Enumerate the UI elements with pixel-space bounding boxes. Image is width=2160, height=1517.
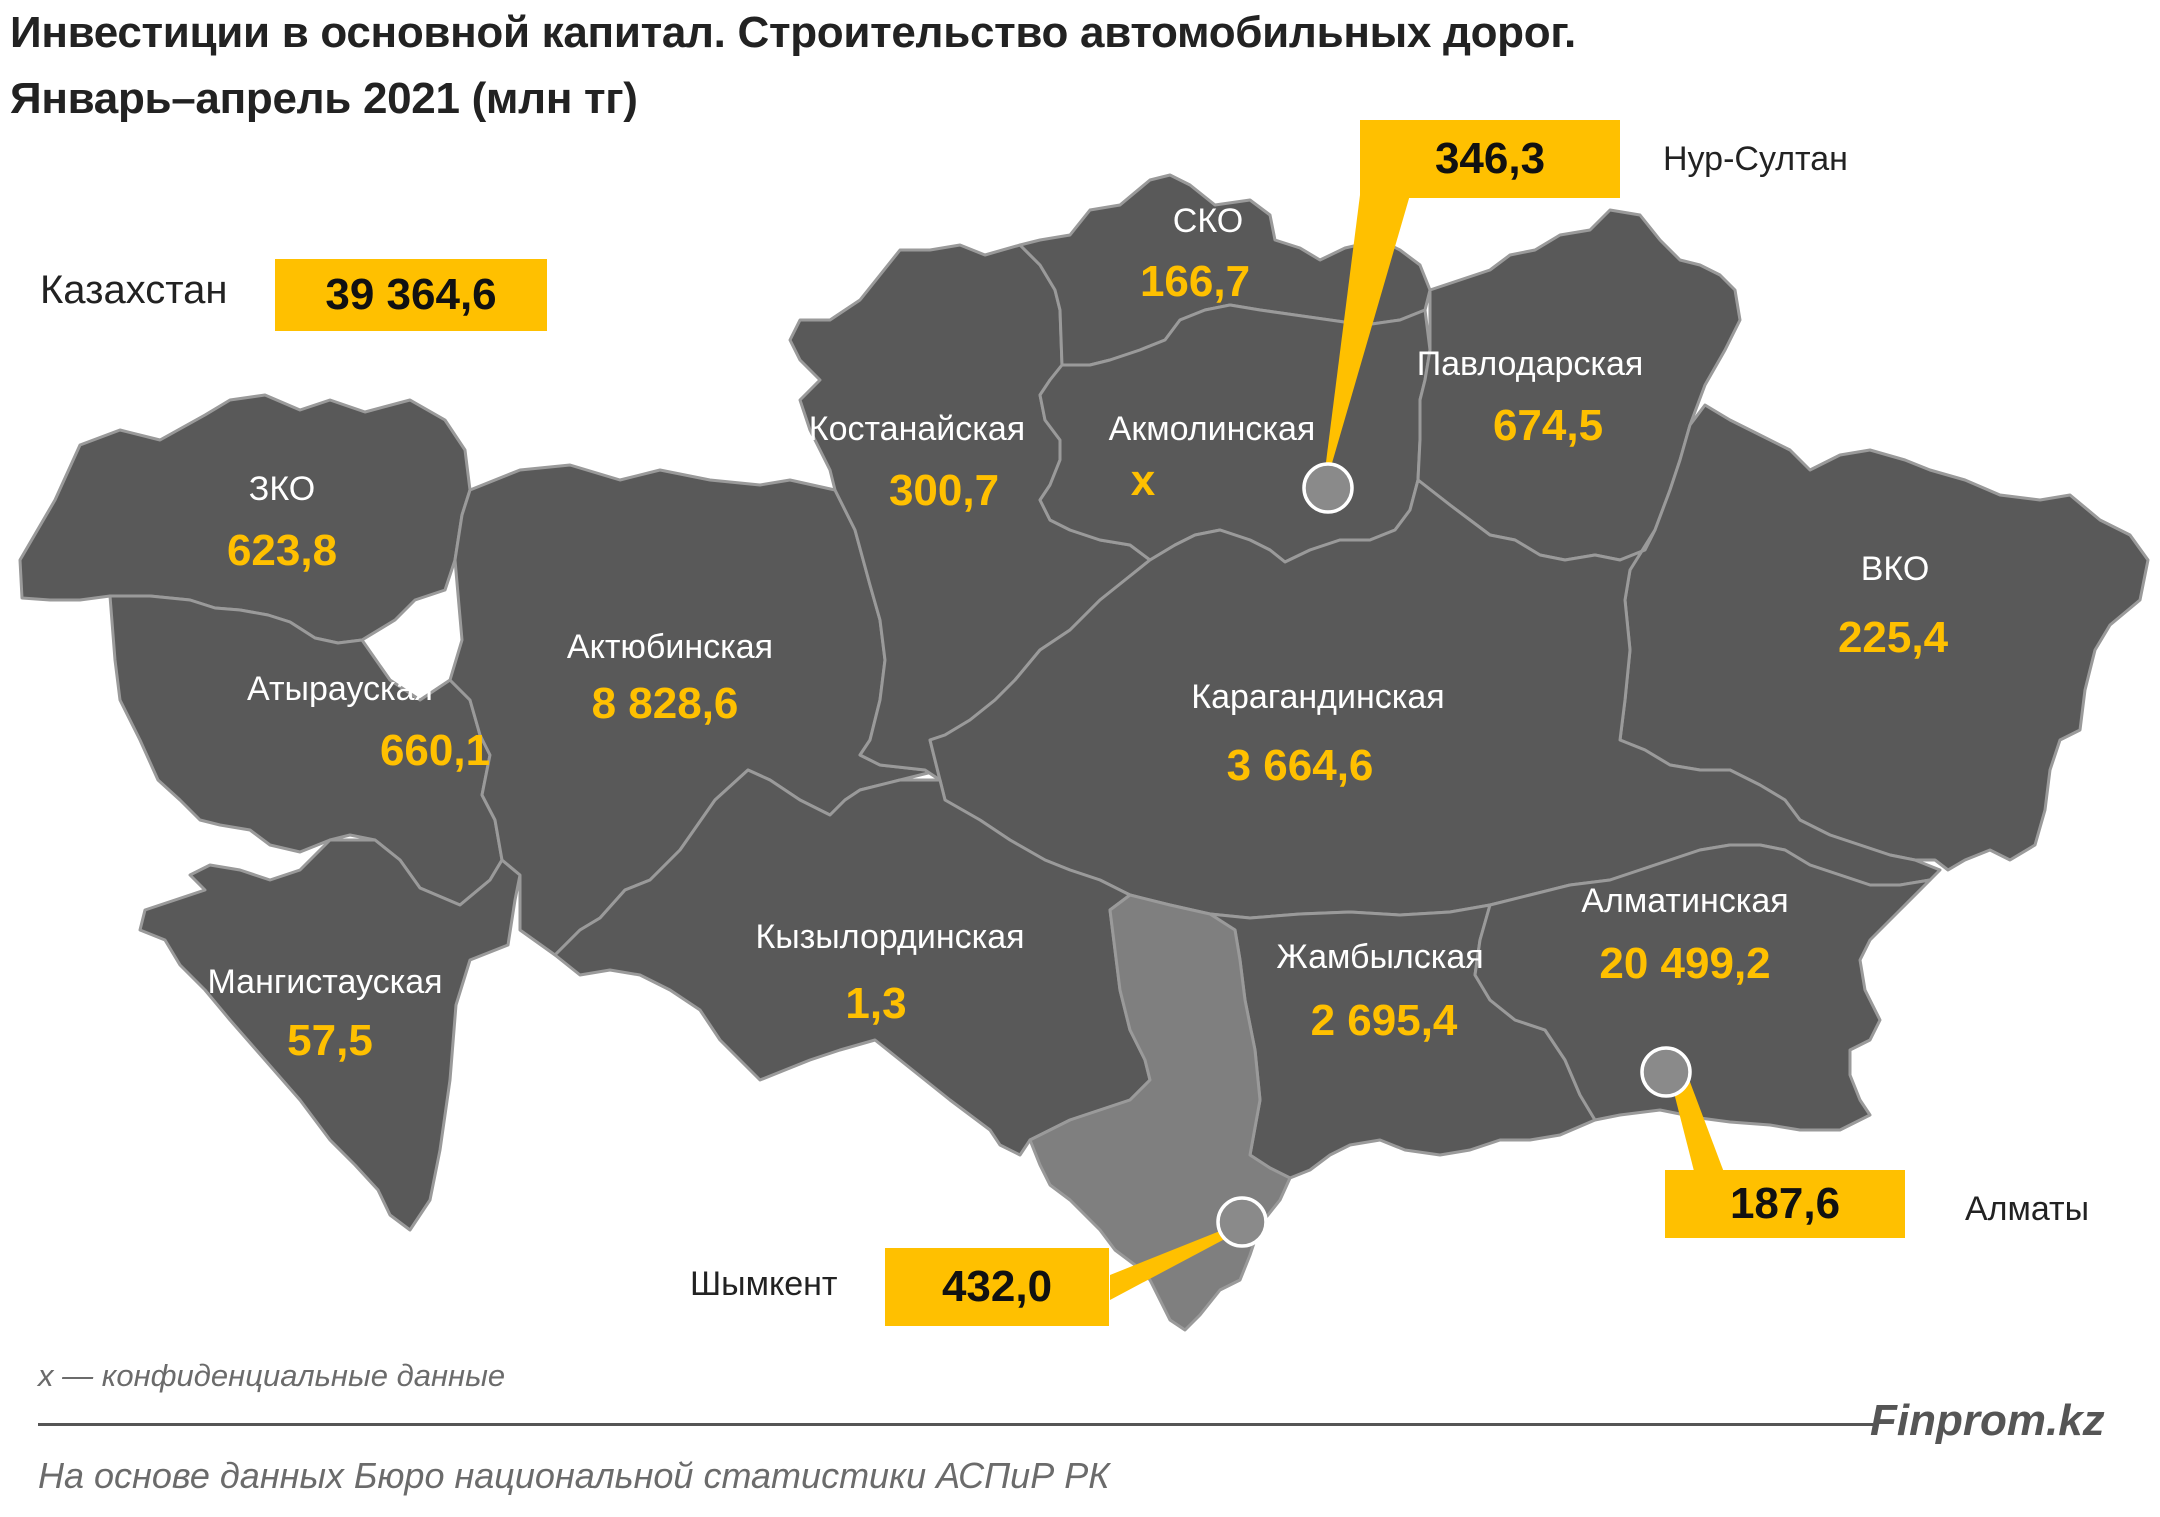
city-value-shymkent: 432,0 xyxy=(885,1248,1109,1326)
footnote: x — конфиденциальные данные xyxy=(38,1358,506,1393)
region-value-pavlodar: 674,5 xyxy=(1493,401,1603,450)
region-name-kostanay: Костанайская xyxy=(809,410,1025,448)
region-name-mangystau: Мангистауская xyxy=(207,963,442,1001)
region-value-mangystau: 57,5 xyxy=(287,1016,373,1065)
region-value-atyrau: 660,1 xyxy=(380,726,490,775)
city-name-almaty: Алматы xyxy=(1965,1190,2090,1228)
region-name-zhambyl: Жамбылская xyxy=(1276,938,1483,976)
region-mangystau-shape xyxy=(138,838,522,1232)
region-name-pavlodar: Павлодарская xyxy=(1417,345,1644,383)
city-marker-almaty xyxy=(1640,1046,1692,1098)
region-value-zhambyl: 2 695,4 xyxy=(1311,996,1458,1045)
callout-pointer-almaty xyxy=(1672,1082,1725,1175)
region-value-kostanay: 300,7 xyxy=(889,466,999,515)
region-name-akmola: Акмолинская xyxy=(1109,410,1316,448)
footer-divider xyxy=(38,1423,1873,1426)
region-value-kyzylorda: 1,3 xyxy=(845,979,906,1028)
region-value-aktobe: 8 828,6 xyxy=(592,679,739,728)
region-name-zko: ЗКО xyxy=(249,470,315,508)
total-value-box: 39 364,6 xyxy=(275,259,547,331)
city-name-shymkent: Шымкент xyxy=(690,1265,838,1303)
brand-logo-text: Finprom.kz xyxy=(1870,1396,2105,1445)
chart-title: Инвестиции в основной капитал. Строитель… xyxy=(10,8,1576,57)
region-zko-shape xyxy=(18,393,472,645)
city-marker-shymkent xyxy=(1216,1196,1268,1248)
region-name-almaty: Алматинская xyxy=(1581,882,1788,920)
region-name-sko: СКО xyxy=(1173,202,1243,240)
callout-pointer-nur-sultan xyxy=(1325,195,1410,470)
region-name-atyrau: Атырауская xyxy=(247,670,433,708)
region-value-akmola: x xyxy=(1131,456,1156,505)
region-value-karaganda: 3 664,6 xyxy=(1227,741,1374,790)
city-name-nur-sultan: Нур-Султан xyxy=(1663,140,1848,178)
region-value-zko: 623,8 xyxy=(227,526,337,575)
region-name-kyzylorda: Кызылординская xyxy=(755,918,1024,956)
chart-subtitle: Январь–апрель 2021 (млн тг) xyxy=(10,74,638,123)
city-marker-nur-sultan xyxy=(1302,462,1354,514)
region-name-karaganda: Карагандинская xyxy=(1191,678,1444,716)
total-label: Казахстан xyxy=(40,268,228,312)
region-name-vko: ВКО xyxy=(1861,550,1930,588)
region-value-sko: 166,7 xyxy=(1140,257,1250,306)
region-name-aktobe: Актюбинская xyxy=(567,628,773,666)
source-note: На основе данных Бюро национальной стати… xyxy=(38,1455,1110,1496)
region-value-almaty: 20 499,2 xyxy=(1599,939,1770,988)
region-almaty-shape xyxy=(1473,843,1932,1132)
region-value-vko: 225,4 xyxy=(1838,613,1949,662)
city-value-almaty: 187,6 xyxy=(1665,1170,1905,1238)
callout-pointer-shymkent xyxy=(1110,1225,1238,1300)
city-value-nur-sultan: 346,3 xyxy=(1360,120,1620,198)
